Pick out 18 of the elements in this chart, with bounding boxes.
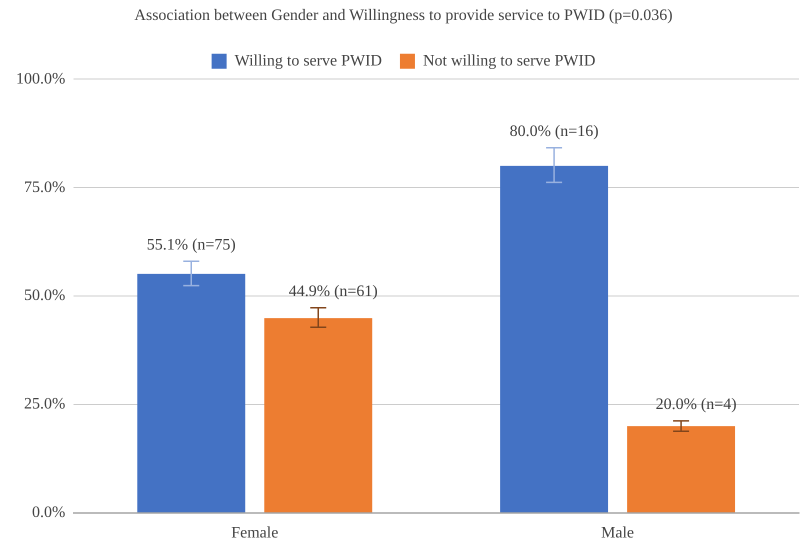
legend-label: Willing to serve PWID [234, 52, 382, 70]
bar [627, 426, 736, 512]
y-tick-label: 100.0% [16, 70, 66, 88]
y-tick-label: 50.0% [24, 287, 66, 304]
y-tick-label: 0.0% [32, 504, 66, 522]
data-label: 55.1% (n=75) [146, 236, 236, 254]
y-tick-label: 25.0% [24, 396, 66, 413]
chart-title: Association between Gender and Willingness to provide service to PWID (p=0.036) [134, 6, 673, 24]
legend-label: Not willing to serve PWID [422, 52, 596, 70]
data-label: 80.0% (n=16) [510, 122, 599, 140]
y-tick-label: 75.0% [24, 178, 66, 196]
x-tick-label: Male [601, 524, 634, 542]
data-label: 44.9% (n=61) [288, 282, 378, 300]
bar [500, 166, 608, 512]
bar [137, 274, 246, 512]
bar [264, 318, 372, 512]
x-tick-label: Female [231, 524, 278, 542]
data-label: 20.0% (n=4) [656, 396, 737, 414]
